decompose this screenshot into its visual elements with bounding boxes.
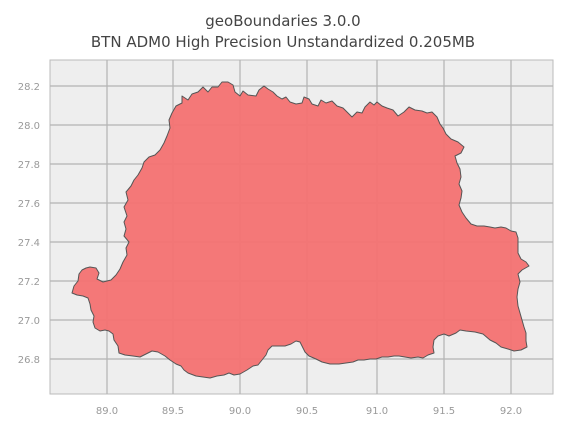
x-tick-label: 89.5 [162, 406, 184, 417]
x-tick-label: 90.0 [229, 406, 251, 417]
y-tick-label: 26.8 [18, 355, 40, 366]
x-axis-tick-labels: 89.0 89.5 90.0 90.5 91.0 91.5 92.0 [96, 406, 522, 417]
y-tick-label: 28.2 [18, 82, 40, 93]
y-tick-label: 28.0 [18, 121, 40, 132]
y-tick-label: 27.6 [18, 199, 40, 210]
x-tick-label: 92.0 [500, 406, 522, 417]
y-tick-label: 27.8 [18, 160, 40, 171]
x-tick-label: 91.5 [433, 406, 455, 417]
y-tick-label: 27.2 [18, 277, 40, 288]
x-tick-label: 91.0 [366, 406, 388, 417]
y-tick-label: 27.0 [18, 316, 40, 327]
map-title: geoBoundaries 3.0.0 [205, 12, 361, 30]
y-tick-label: 27.4 [18, 238, 40, 249]
y-axis-tick-labels: 28.2 28.0 27.8 27.6 27.4 27.2 27.0 26.8 [18, 82, 40, 366]
x-tick-label: 90.5 [296, 406, 318, 417]
map-subtitle: BTN ADM0 High Precision Unstandardized 0… [90, 33, 476, 51]
x-tick-label: 89.0 [96, 406, 118, 417]
country-boundary-shape [71, 81, 530, 379]
